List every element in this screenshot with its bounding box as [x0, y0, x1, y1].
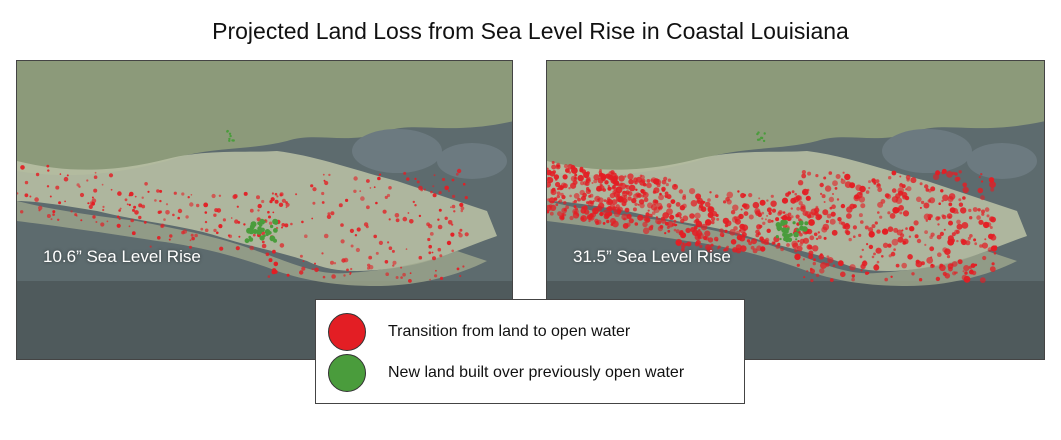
legend-item-land-loss: Transition from land to open water [328, 312, 630, 352]
legend: Transition from land to open water New l… [315, 299, 745, 404]
legend-label-land-loss: Transition from land to open water [388, 323, 631, 340]
map-label-high: 31.5” Sea Level Rise [573, 247, 731, 266]
red-circle-icon [328, 313, 366, 351]
legend-label-new-land: New land built over previously open wate… [388, 364, 685, 381]
green-circle-icon [328, 354, 366, 392]
map-label-low: 10.6” Sea Level Rise [43, 247, 201, 266]
legend-item-new-land: New land built over previously open wate… [328, 353, 684, 393]
page-title: Projected Land Loss from Sea Level Rise … [212, 18, 849, 44]
